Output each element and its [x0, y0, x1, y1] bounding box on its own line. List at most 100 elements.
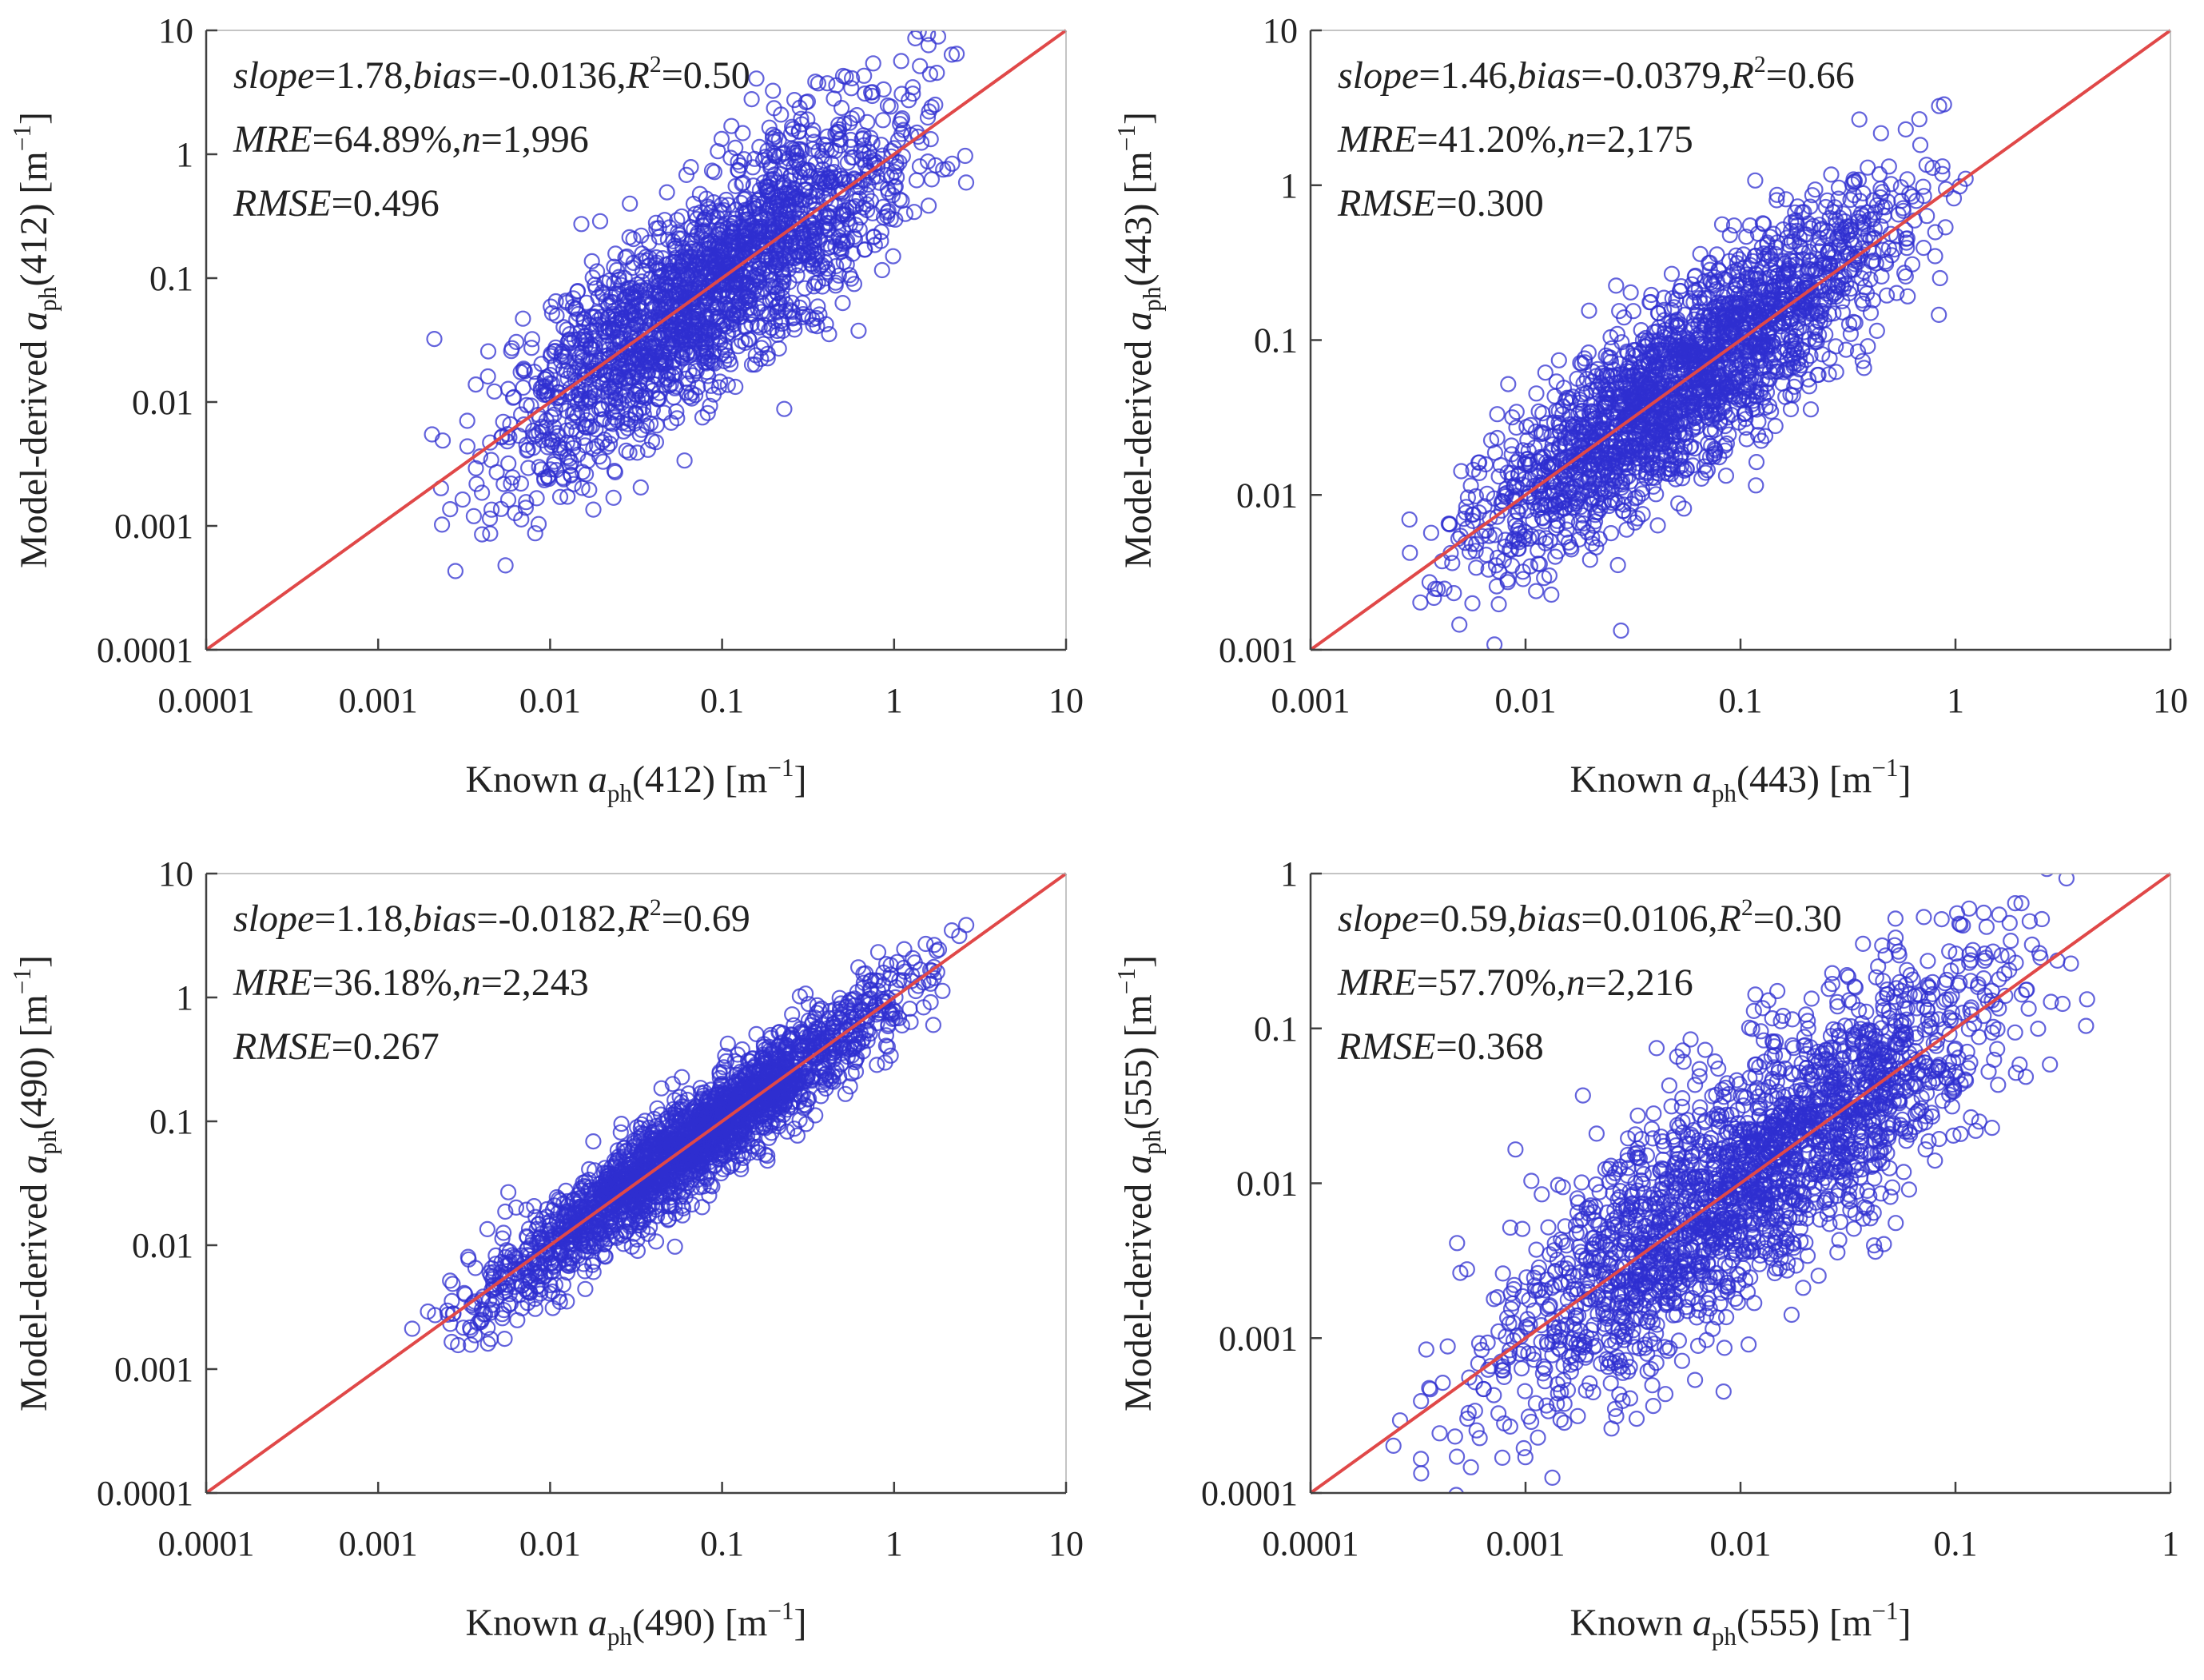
scatter-point [1518, 502, 1535, 520]
scatter-point [1705, 446, 1722, 463]
scatter-point [1677, 341, 1693, 358]
scatter-point [713, 241, 730, 258]
scatter-point [563, 466, 579, 483]
scatter-point [793, 110, 810, 127]
scatter-point [507, 333, 525, 350]
scatter-point [1777, 191, 1794, 208]
scatter-point [1738, 431, 1755, 448]
scatter-point [1558, 392, 1574, 409]
scatter-point [751, 261, 768, 277]
scatter-point [821, 326, 837, 343]
scatter-point [921, 66, 939, 82]
scatter-point [659, 365, 677, 382]
scatter-point [578, 294, 595, 311]
scatter-point [1756, 340, 1773, 356]
scatter-point [785, 121, 802, 137]
scatter-point [1683, 438, 1700, 455]
scatter-point [658, 299, 675, 316]
scatter-point [496, 1330, 513, 1348]
scatter-point [710, 202, 728, 219]
scatter-point [678, 166, 695, 183]
scatter-point [1746, 248, 1763, 265]
scatter-point [1538, 530, 1554, 547]
scatter-point [1750, 277, 1767, 294]
x-axis-label: Known aph(443) [m−1] [1570, 754, 1912, 807]
scatter-point [1489, 406, 1506, 423]
scatter-point [1586, 513, 1604, 530]
scatter-point [725, 223, 742, 240]
scatter-point [546, 406, 563, 424]
scatter-point [583, 253, 600, 269]
scatter-point [495, 1224, 512, 1241]
scatter-point [433, 516, 451, 533]
x-axis-label-unit: [m [715, 758, 767, 801]
scatter-point [650, 229, 667, 245]
scatter-point [1912, 137, 1929, 153]
scatter-point [581, 481, 598, 499]
scatter-point [1721, 227, 1738, 244]
scatter-point [1710, 294, 1727, 311]
scatter-point [1642, 376, 1659, 392]
scatter-point [1705, 312, 1722, 328]
scatter-point [1481, 527, 1498, 544]
scatter-point [602, 414, 619, 432]
scatter-point [1897, 268, 1914, 285]
scatter-point [1557, 468, 1573, 485]
scatter-point [1551, 418, 1568, 435]
scatter-point [923, 98, 940, 116]
scatter-point [1773, 329, 1791, 346]
stats-segment: MRE [233, 118, 312, 161]
scatter-point [588, 357, 606, 374]
scatter-point [737, 334, 754, 351]
x-axis-label-sub: ph [607, 779, 633, 807]
scatter-point [542, 367, 559, 384]
scatter-point [613, 357, 631, 374]
scatter-point [1794, 342, 1811, 359]
scatter-point [548, 461, 565, 479]
scatter-point [1776, 287, 1793, 304]
scatter-point [1515, 531, 1533, 547]
scatter-point [467, 376, 484, 393]
scatter-point [814, 148, 831, 165]
y-tick-label: 0.0001 [97, 631, 193, 670]
scatter-point [505, 388, 523, 405]
scatter-point [1759, 370, 1776, 388]
scatter-point [1388, 658, 1402, 672]
scatter-point [1713, 216, 1731, 233]
scatter-point [803, 256, 821, 273]
scatter-point [1767, 245, 1784, 262]
scatter-point [1662, 356, 1679, 372]
scatter-point [776, 400, 793, 417]
scatter-point [1856, 264, 1872, 281]
scatter-points [424, 30, 975, 579]
scatter-point [1695, 307, 1712, 324]
scatter-point [1731, 251, 1748, 268]
scatter-point [856, 241, 873, 258]
scatter-point [639, 364, 657, 380]
scatter-point [1746, 302, 1763, 319]
identity-line [205, 29, 1068, 651]
scatter-point [654, 346, 672, 363]
scatter-point [713, 130, 730, 147]
scatter-point [809, 248, 826, 265]
scatter-point [1686, 284, 1703, 301]
scatter-point [523, 340, 540, 356]
scatter-point [1795, 251, 1812, 268]
scatter-point [1855, 208, 1872, 225]
scatter-point [1852, 248, 1869, 265]
scatter-point [591, 213, 609, 229]
scatter-point [1738, 229, 1755, 245]
scatter-point [1717, 271, 1734, 288]
x-tick-label: 0.1 [1719, 681, 1763, 720]
scatter-point [566, 404, 583, 421]
scatter-point [856, 67, 873, 84]
scatter-point [1691, 290, 1708, 307]
scatter-point [447, 563, 464, 579]
stats-segment: 2 [650, 51, 662, 78]
scatter-point [744, 222, 762, 239]
scatter-point [619, 372, 636, 389]
scatter-point [497, 1203, 514, 1220]
scatter-point [1594, 368, 1612, 384]
scatter-point [838, 206, 855, 223]
scatter-point [523, 331, 541, 348]
